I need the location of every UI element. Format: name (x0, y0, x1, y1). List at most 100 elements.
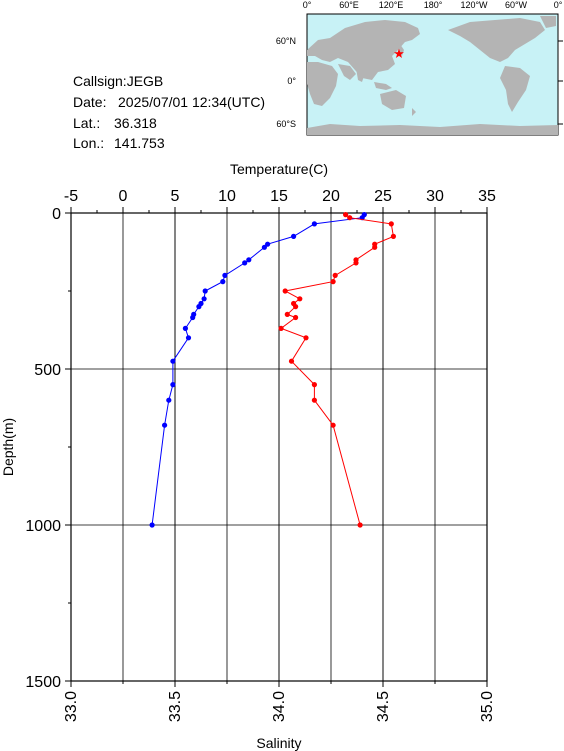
salinity-data-point (330, 422, 336, 428)
temperature-tick-label: 25 (374, 188, 392, 205)
salinity-series-line (280, 214, 394, 526)
temperature-data-point (162, 422, 168, 428)
map-top-tick: 60°W (505, 0, 528, 10)
salinity-data-point (284, 311, 290, 317)
temperature-data-point (246, 257, 252, 263)
temperature-tick-label: 20 (322, 188, 340, 205)
depth-axis-title: Depth(m) (0, 418, 16, 476)
temperature-data-point (202, 288, 208, 294)
temperature-data-point (185, 335, 192, 341)
map-top-tick: 0° (303, 0, 312, 10)
temperature-data-point (291, 233, 297, 239)
depth-tick-label: 0 (52, 206, 61, 223)
map-top-tick: 180° (424, 0, 443, 10)
salinity-tick-label: 34.5 (375, 691, 392, 722)
map-left-tick: 0° (287, 76, 296, 86)
temperature-data-point (149, 522, 155, 528)
landmass-greenland (540, 16, 556, 28)
temperature-tick-label: 35 (478, 188, 496, 205)
landmass-eurasia (307, 20, 420, 80)
salinity-data-point (278, 325, 284, 331)
salinity-data-point (293, 314, 299, 321)
temperature-data-point (222, 272, 228, 278)
temperature-data-point (170, 358, 176, 364)
lat-label: Lat.: (73, 115, 100, 131)
salinity-data-point (372, 244, 378, 250)
temperature-data-point (182, 325, 188, 331)
temperature-tick-label: 10 (218, 188, 236, 205)
salinity-data-point (311, 382, 317, 388)
temperature-tick-label: 5 (171, 188, 180, 205)
salinity-data-point (311, 397, 317, 403)
date-label: Date: (73, 94, 106, 110)
landmass-antarctica (307, 124, 558, 135)
map-top-tick: 120°W (460, 0, 488, 10)
lon-label: Lon.: (73, 135, 104, 151)
landmass-india (356, 68, 366, 82)
map-top-tick: 60°E (339, 0, 359, 10)
date-value: 2025/07/01 12:34(UTC) (118, 94, 265, 110)
map-ticks: 0° 60°E 120°E 180° 120°W 60°W 0° 60°N 0° 60°S (276, 0, 563, 129)
landmass-japan (398, 44, 404, 56)
landmass-arabia (338, 64, 356, 80)
landmass-new-zealand (412, 108, 416, 116)
depth-tick-label: 500 (34, 362, 61, 379)
salinity-data-point (390, 233, 396, 239)
map-left-tick: 60°N (276, 36, 296, 46)
salinity-data-point (332, 272, 338, 278)
temperature-tick-label: 30 (426, 188, 444, 205)
salinity-data-point (388, 221, 394, 227)
salinity-data-point (282, 288, 288, 294)
temperature-data-point (196, 304, 202, 310)
temperature-data-point (265, 241, 271, 247)
temperature-data-point (311, 221, 317, 227)
callsign-label: Callsign: (73, 73, 127, 89)
temperature-tick-label: 15 (270, 188, 288, 205)
temperature-data-point (190, 314, 196, 321)
salinity-tick-label: 35.0 (479, 691, 496, 722)
salinity-tick-label: 33.5 (167, 691, 184, 722)
temperature-tick-label: 0 (119, 188, 128, 205)
station-star-icon: ★ (393, 47, 405, 62)
world-map-inset: ★ 0° 60°E 120°E 180° 120°W 60°W 0° 60°N 0° 60°S (276, 0, 563, 136)
temperature-data-point (261, 244, 267, 250)
temperature-axis-title: Temperature(C) (230, 161, 328, 177)
temperature-data-point (201, 296, 207, 302)
landmass-north-america (448, 18, 545, 62)
landmass-africa (307, 62, 338, 106)
temperature-series-line (151, 214, 365, 526)
chart-series (149, 212, 396, 528)
temperature-tick-label: -5 (64, 188, 78, 205)
landmass-indonesia (374, 82, 392, 90)
salinity-data-point (343, 212, 349, 218)
salinity-data-point (357, 522, 363, 528)
salinity-data-point (347, 215, 353, 221)
landmass-australia (380, 90, 406, 110)
salinity-data-point (293, 304, 299, 310)
map-land (307, 16, 558, 135)
map-top-tick: 0° (554, 0, 563, 10)
salinity-data-point (353, 260, 359, 266)
map-left-tick: 60°S (276, 119, 296, 129)
lat-value: 36.318 (114, 115, 157, 131)
lon-value: 141.753 (114, 135, 165, 151)
depth-tick-label: 1500 (25, 674, 61, 691)
salinity-data-point (330, 279, 336, 285)
station-info: Callsign:JEGB Date: 2025/07/01 12:34(UTC… (73, 73, 265, 151)
salinity-axis-title: Salinity (256, 735, 301, 751)
map-top-tick: 120°E (379, 0, 404, 10)
temperature-data-point (166, 397, 172, 403)
svg-text:Callsign:JEGB: Callsign:JEGB (73, 73, 163, 89)
temperature-data-point (170, 382, 176, 388)
temperature-data-point (220, 279, 226, 285)
salinity-tick-label: 34.0 (271, 691, 288, 722)
salinity-data-point (297, 296, 303, 302)
landmass-south-america (500, 66, 530, 112)
chart-grid (70, 212, 488, 682)
temperature-data-point (242, 260, 248, 266)
depth-tick-label: 1000 (25, 518, 61, 535)
salinity-tick-label: 33.0 (63, 691, 80, 722)
